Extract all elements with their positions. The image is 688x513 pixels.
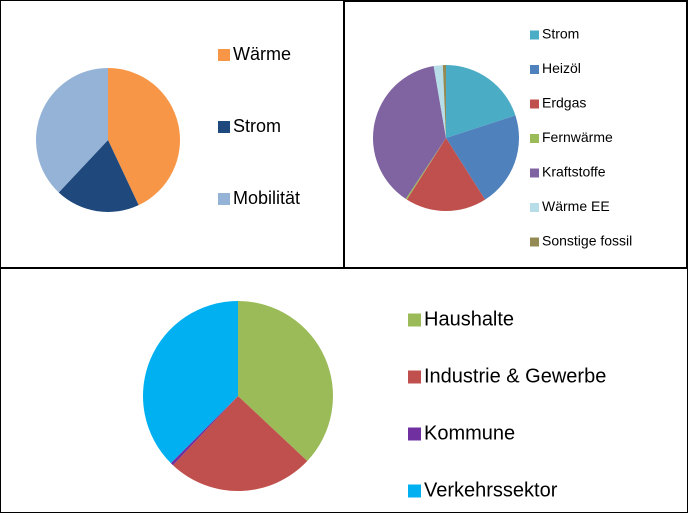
pie-slice — [143, 301, 238, 464]
legend-swatch — [530, 203, 539, 212]
legend-label: Sonstige fossil — [542, 233, 632, 249]
pie-slice — [373, 66, 446, 199]
legend-swatch — [530, 30, 539, 40]
pie-slice — [108, 68, 181, 206]
legend-label: Industrie & Gewerbe — [424, 365, 606, 387]
legend-swatch — [530, 99, 539, 109]
legend-swatch — [530, 237, 539, 247]
legend-label: Wärme EE — [542, 198, 610, 214]
pie-slice — [446, 115, 519, 200]
pie-slice — [170, 396, 238, 466]
legend-swatch — [218, 49, 230, 61]
legend-label: Kommune — [424, 422, 515, 444]
legend-swatch — [408, 370, 421, 384]
pie-slice — [406, 138, 486, 211]
pie-slice — [58, 140, 139, 213]
legend-swatch — [530, 168, 539, 178]
legend-swatch — [218, 193, 230, 205]
pie-slice — [238, 301, 333, 462]
legend-label: Verkehrssektor — [424, 479, 558, 501]
legend-label: Erdgas — [542, 95, 586, 111]
legend-swatch — [530, 134, 539, 143]
pie-slice — [172, 396, 308, 492]
legend-swatch — [530, 65, 539, 74]
legend-label: Strom — [542, 26, 579, 42]
pie-slice — [446, 65, 516, 138]
pie-slice — [433, 65, 446, 138]
legend-label: Strom — [233, 116, 281, 136]
legend-label: Fernwärme — [542, 129, 613, 145]
legend-label: Heizöl — [542, 60, 581, 76]
pie-slice — [35, 68, 109, 193]
legend-label: Kraftstoffe — [542, 164, 606, 180]
legend-swatch — [218, 121, 230, 133]
legend-label: Wärme — [233, 44, 291, 64]
pie-slice — [405, 138, 446, 200]
legend-swatch — [408, 313, 421, 327]
legend-label: Haushalte — [424, 308, 514, 330]
legend-swatch — [408, 427, 421, 441]
legend-swatch — [408, 484, 421, 498]
pie-slice — [442, 65, 446, 138]
legend-label: Mobilität — [233, 188, 300, 208]
